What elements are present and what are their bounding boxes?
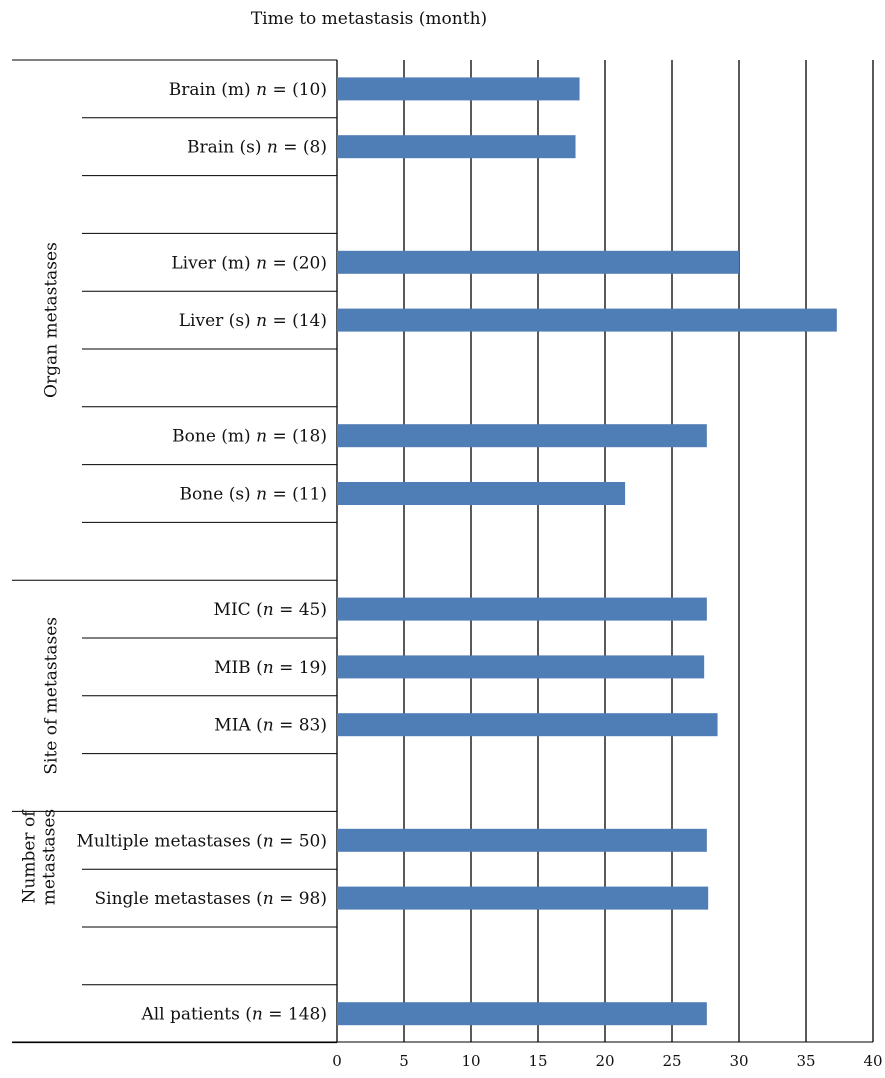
category-label: Brain (s) n = (8) [187, 138, 327, 158]
group-label: metastases [40, 809, 60, 905]
bar [337, 135, 576, 159]
bar [337, 655, 705, 679]
group-label: Number of [20, 809, 40, 904]
grid-lines [336, 60, 874, 1042]
group-label: Site of metastases [42, 617, 62, 775]
category-label: Bone (s) n = (11) [180, 485, 327, 505]
x-tick-labels: 0 5 10 15 20 25 30 35 40 [332, 1052, 882, 1070]
category-label: MIA (n = 83) [214, 716, 327, 736]
row-separators [12, 59, 873, 1044]
category-label: Liver (s) n = (14) [179, 311, 327, 331]
x-tick-label: 25 [662, 1052, 681, 1070]
x-tick-label: 40 [863, 1052, 882, 1070]
category-label: MIB (n = 19) [214, 658, 327, 678]
x-tick-label: 30 [729, 1052, 748, 1070]
bar [337, 597, 707, 621]
bars [337, 77, 837, 1026]
bar [337, 482, 626, 505]
category-label: Bone (m) n = (18) [172, 427, 327, 447]
x-tick-label: 10 [461, 1052, 480, 1070]
x-tick-label: 15 [528, 1052, 547, 1070]
category-label: All patients (n = 148) [140, 1005, 327, 1025]
bar [337, 77, 580, 101]
category-label: MIC (n = 45) [214, 600, 327, 620]
category-label: Single metastases (n = 98) [95, 889, 327, 909]
bar [337, 713, 718, 737]
bar [337, 308, 837, 332]
x-tick-label: 5 [399, 1052, 409, 1070]
group-label: Organ metastases [42, 242, 62, 398]
bar [337, 1002, 707, 1026]
category-label: Multiple metastases (n = 50) [76, 831, 327, 851]
chart-title: Time to metastasis (month) [251, 9, 487, 29]
x-tick-label: 35 [796, 1052, 815, 1070]
bar [337, 424, 707, 448]
category-label: Liver (m) n = (20) [171, 253, 327, 273]
bar [337, 250, 739, 274]
x-tick-label: 0 [332, 1052, 342, 1070]
category-label: Brain (m) n = (10) [169, 80, 327, 100]
bar [337, 828, 707, 852]
category-labels: Brain (m) n = (10) Brain (s) n = (8) Liver… [76, 80, 327, 1025]
bar [337, 886, 709, 910]
x-tick-label: 20 [595, 1052, 614, 1070]
group-labels: Organ metastases Site of metastases Number… [20, 242, 62, 905]
